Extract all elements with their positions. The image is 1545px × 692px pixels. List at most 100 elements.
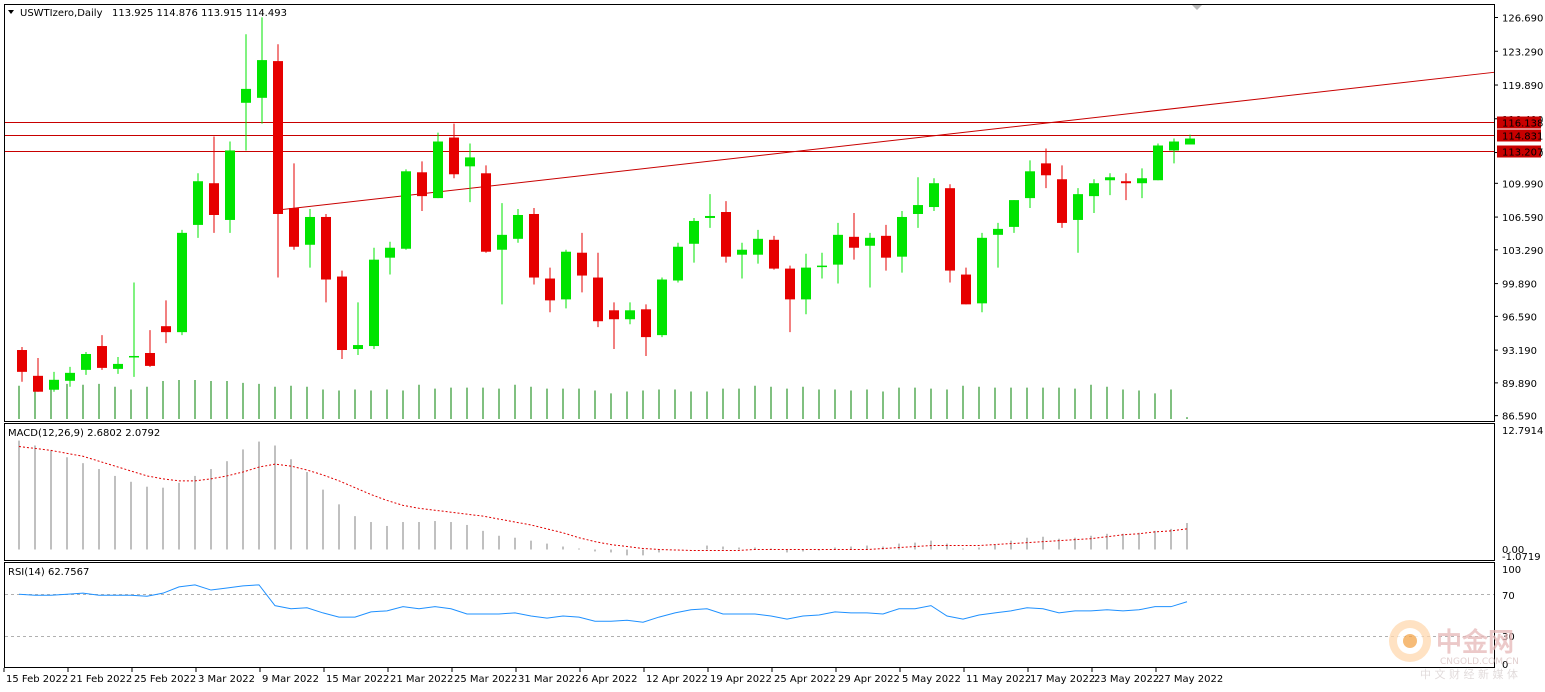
price-tick-label: 103.290	[1502, 246, 1543, 257]
watermark-tagline: 中 文 财 经 新 媒 体	[1420, 667, 1518, 681]
horizontal-lines	[5, 122, 1494, 152]
rsi-level-70: 70	[1502, 591, 1515, 602]
candle-body	[913, 205, 923, 214]
candle-body	[1073, 194, 1083, 220]
candle-body	[625, 310, 635, 320]
candle-body	[529, 213, 539, 278]
trendline[interactable]	[277, 71, 1495, 211]
candles	[17, 17, 1195, 392]
candle-body	[689, 220, 699, 244]
date-label: 21 Feb 2022	[70, 674, 132, 685]
date-label: 27 May 2022	[1158, 674, 1223, 685]
date-label: 31 Mar 2022	[518, 674, 581, 685]
watermark-name: 中金网	[1436, 627, 1514, 658]
rsi-level-30: 30	[1502, 632, 1515, 643]
candle-body	[993, 228, 1003, 235]
scroll-marker-icon[interactable]	[1192, 5, 1202, 10]
candle-body	[561, 251, 571, 300]
price-tick-label: 106.590	[1502, 213, 1543, 224]
candle-body	[897, 216, 907, 257]
candle-body	[513, 214, 523, 239]
candle-body	[1121, 181, 1131, 184]
candle-body	[449, 137, 459, 175]
candle-body	[945, 188, 955, 271]
candle-body	[753, 238, 763, 255]
candle-body	[353, 345, 363, 350]
date-label: 9 Mar 2022	[262, 674, 319, 685]
date-label: 25 Feb 2022	[134, 674, 196, 685]
candle-body	[657, 279, 667, 336]
ohlc-readout: 113.925 114.876 113.915 114.493	[112, 8, 287, 19]
price-tick-label: 109.990	[1502, 179, 1543, 190]
candle-body	[65, 372, 75, 381]
candle-body	[1105, 177, 1115, 181]
date-label: 19 Apr 2022	[710, 674, 772, 685]
date-label: 6 Apr 2022	[582, 674, 637, 685]
candle-body	[113, 363, 123, 369]
price-tick-label: 89.890	[1502, 379, 1537, 390]
candle-body	[417, 172, 427, 197]
candle-body	[273, 61, 283, 214]
price-axis: 126.690123.290119.890116.490113.090109.9…	[1494, 14, 1543, 423]
price-tick-label: 99.890	[1502, 280, 1537, 291]
candle-body	[977, 237, 987, 304]
candle-body	[321, 216, 331, 280]
candle-body	[1041, 163, 1051, 176]
candle-body	[241, 88, 251, 103]
candle-body	[337, 276, 347, 351]
watermark: 中金网 CNGOLD.COM.CN 中 文 财 经 新 媒 体	[1389, 620, 1519, 681]
candle-body	[49, 379, 59, 390]
date-label: 3 Mar 2022	[198, 674, 255, 685]
rsi-panel[interactable]	[4, 562, 1495, 668]
main-title: USWTIzero,Daily	[20, 8, 103, 19]
price-tick-label: 119.890	[1502, 81, 1543, 92]
macd-signal-line	[18, 445, 1188, 551]
rsi-title: RSI(14) 62.7567	[8, 567, 89, 578]
date-label: 25 Mar 2022	[454, 674, 517, 685]
macd-bottom-label: -1.0719	[1502, 552, 1541, 563]
price-tick-label: 123.290	[1502, 47, 1543, 58]
candle-body	[481, 173, 491, 252]
candle-body	[1009, 200, 1019, 227]
candle-body	[1057, 179, 1067, 223]
date-label: 15 Mar 2022	[326, 674, 389, 685]
date-label: 17 May 2022	[1030, 674, 1095, 685]
candle-body	[193, 181, 203, 225]
candle-body	[593, 277, 603, 322]
candle-body	[865, 237, 875, 246]
candle-body	[1025, 171, 1035, 199]
candle-body	[465, 157, 475, 167]
candle-body	[705, 215, 715, 218]
candle-body	[129, 355, 139, 358]
candle-body	[577, 252, 587, 276]
candle-body	[401, 171, 411, 249]
candle-body	[817, 265, 827, 268]
candle-body	[769, 239, 779, 269]
price-line-label: 116.138	[1502, 119, 1543, 130]
candle-body	[257, 60, 267, 98]
candle-body	[1089, 183, 1099, 197]
candle-body	[145, 352, 155, 366]
candle-body	[801, 267, 811, 300]
rsi-line	[18, 584, 1188, 623]
price-line-labels: 116.138 114.831 113.207	[1497, 116, 1543, 159]
macd-panel[interactable]	[4, 423, 1495, 561]
candle-body	[721, 212, 731, 257]
candle-body	[161, 326, 171, 333]
candle-body	[1153, 145, 1163, 181]
main-panel[interactable]	[4, 4, 1495, 422]
price-tick-label: 93.190	[1502, 346, 1537, 357]
price-tick-label: 96.590	[1502, 312, 1537, 323]
candle-body	[1169, 141, 1179, 151]
price-tick-label: 126.690	[1502, 14, 1543, 25]
price-line-tag	[1497, 145, 1541, 158]
date-label: 15 Feb 2022	[6, 674, 68, 685]
collapse-triangle-icon[interactable]	[8, 10, 14, 14]
candle-body	[305, 216, 315, 245]
price-line-tag	[1497, 129, 1541, 142]
candle-body	[785, 268, 795, 300]
candle-body	[177, 232, 187, 333]
date-label: 21 Mar 2022	[390, 674, 453, 685]
candle-body	[97, 346, 107, 368]
